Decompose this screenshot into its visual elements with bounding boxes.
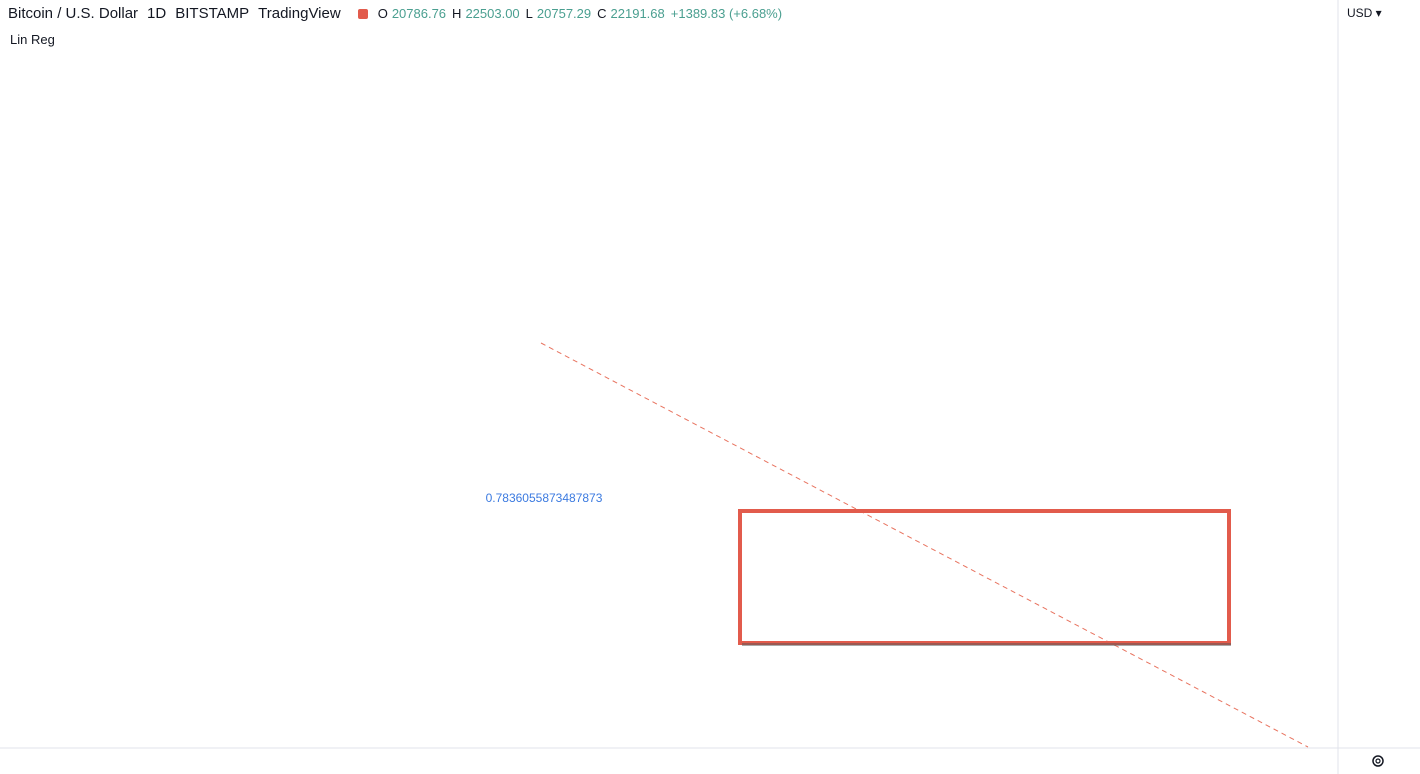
currency: USD xyxy=(1347,6,1373,20)
change: +1389.83 (+6.68%) xyxy=(670,6,783,21)
ohlc-value: 20786.76 xyxy=(391,6,447,21)
range-box xyxy=(738,509,1231,645)
symbol-title[interactable]: Bitcoin / U.S. Dollar xyxy=(8,5,139,22)
lin-reg-value: 0.7836055873487873 xyxy=(486,491,603,505)
currency-selector[interactable]: USD ▾ xyxy=(1347,6,1382,20)
gear-hub xyxy=(1375,758,1381,764)
lin-reg-line xyxy=(540,342,1309,748)
settings-icon[interactable] xyxy=(1372,755,1384,767)
ohlc-key: C xyxy=(597,6,607,21)
source: TradingView xyxy=(258,5,341,22)
ohlc-value: 20757.29 xyxy=(536,6,592,21)
ohlc-value: 22503.00 xyxy=(465,6,520,21)
range-box-shadow xyxy=(742,643,1231,646)
ohlc-key: L xyxy=(525,6,533,21)
exchange: BITSTAMP xyxy=(175,5,250,22)
ohlc-value: 22191.68 xyxy=(610,6,665,21)
gear-ring xyxy=(1372,755,1384,767)
header: Bitcoin / U.S. Dollar 1D BITSTAMP Tradin… xyxy=(8,5,784,22)
ohlc-key: H xyxy=(452,6,462,21)
status-icon xyxy=(357,8,368,19)
ohlc-key: O xyxy=(377,6,388,21)
ohlc-legend: O 20786.76 H 22503.00 L 20757.29 C 22191.68 +138… xyxy=(350,6,784,21)
interval[interactable]: 1D xyxy=(147,5,167,22)
indicator-label[interactable]: Lin Reg xyxy=(10,32,55,47)
